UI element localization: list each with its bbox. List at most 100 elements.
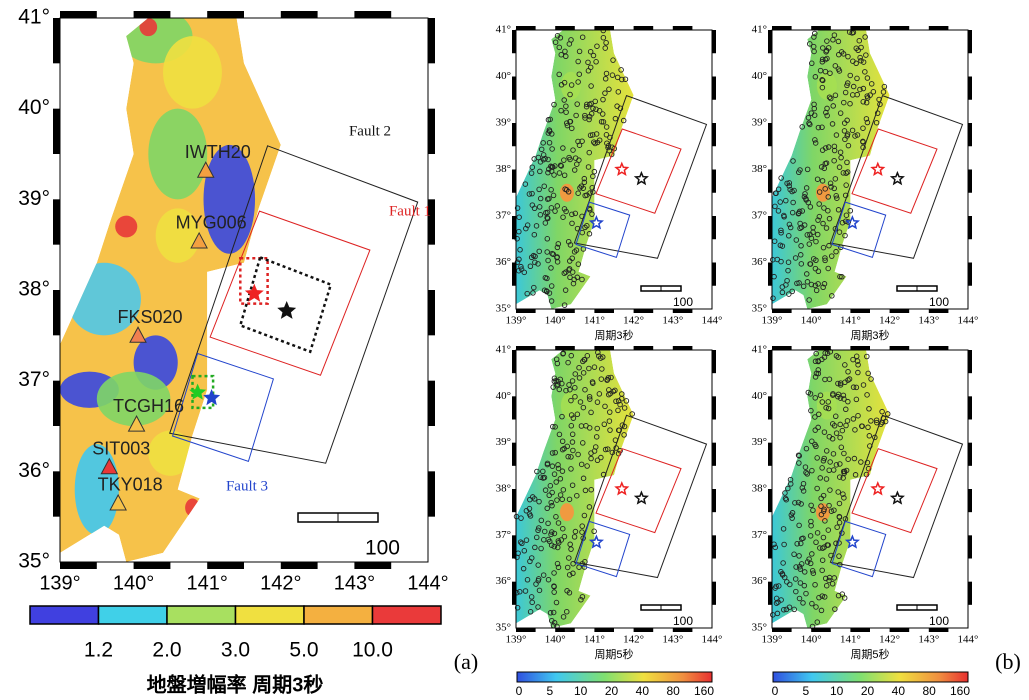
frame-bar: [811, 346, 831, 350]
frame-bar: [850, 26, 870, 30]
amplification-patch: [139, 18, 157, 36]
frame-bar: [428, 381, 435, 426]
colorbar-label: 5.0: [289, 639, 318, 662]
lon-label: 142°: [879, 315, 900, 327]
scale-label: 100: [365, 537, 400, 560]
lon-label: 142°: [260, 572, 301, 594]
land: [772, 30, 890, 309]
frame-bar: [772, 628, 792, 632]
frame-bar: [512, 350, 516, 373]
lat-label: 35°: [496, 303, 511, 315]
lat-label: 41°: [18, 6, 50, 29]
lon-label: 139°: [39, 572, 80, 594]
colorbar-segment: [30, 606, 99, 624]
frame-bar: [60, 562, 97, 569]
lat-label: 38°: [496, 483, 511, 495]
frame-bar: [768, 263, 772, 286]
map-panel: 35°36°37°38°39°40°41°139°140°141°142°143…: [496, 24, 723, 342]
lat-label: 35°: [496, 622, 511, 634]
frame-bar: [555, 628, 575, 632]
frame-bar: [768, 77, 772, 100]
frame-bar: [712, 489, 716, 512]
colorbar-label: 10: [830, 684, 844, 698]
amplification-patch: [560, 503, 574, 521]
station-label: FKS020: [117, 307, 182, 327]
epicenter-star: [616, 164, 627, 175]
frame-bar: [512, 396, 516, 419]
lon-label: 139°: [506, 634, 527, 646]
frame-bar: [53, 471, 60, 516]
frame-bar: [634, 346, 654, 350]
map-subtitle: 周期3秒: [850, 328, 889, 342]
lat-label: 41°: [752, 344, 767, 356]
colorbar-label: 80: [922, 684, 936, 698]
scale-label: 100: [929, 295, 949, 309]
epicenter-star: [892, 173, 903, 184]
map-subtitle: 周期5秒: [594, 647, 633, 661]
frame-bar: [712, 582, 716, 605]
frame-bar: [968, 396, 972, 419]
frame-bar: [768, 396, 772, 419]
frame-bar: [712, 535, 716, 558]
frame-bar: [512, 216, 516, 239]
frame-bar: [428, 290, 435, 335]
lon-label: 139°: [762, 634, 783, 646]
lon-label: 141°: [840, 315, 861, 327]
map-subtitle: 周期5秒: [850, 647, 889, 661]
lon-label: 141°: [840, 634, 861, 646]
lat-label: 35°: [752, 303, 767, 315]
colorbar-segment: [236, 606, 305, 624]
frame-bar: [712, 350, 716, 373]
frame-bar: [968, 350, 972, 373]
frame-bar: [968, 30, 972, 53]
lat-label: 39°: [18, 187, 50, 210]
frame-bar: [968, 443, 972, 466]
lon-label: 144°: [407, 572, 448, 594]
frame-bar: [60, 11, 97, 18]
frame-bar: [768, 443, 772, 466]
colorbar-label: 2.0: [152, 639, 181, 662]
frame-bar: [673, 628, 693, 632]
colorbar-label: 160: [694, 684, 714, 698]
lon-label: 143°: [662, 634, 683, 646]
frame-bar: [594, 309, 614, 313]
frame-bar: [594, 26, 614, 30]
lon-label: 143°: [662, 315, 683, 327]
map-subtitle: 周期3秒: [594, 328, 633, 342]
lon-label: 140°: [801, 315, 822, 327]
frame-bar: [968, 170, 972, 193]
lon-label: 144°: [702, 315, 723, 327]
epicenter-star: [872, 483, 883, 494]
frame-bar: [516, 26, 536, 30]
colorbar: [517, 672, 712, 682]
frame-bar: [850, 346, 870, 350]
epicenter-star: [247, 286, 262, 301]
frame-bar: [772, 309, 792, 313]
lat-label: 37°: [752, 529, 767, 541]
frame-bar: [428, 471, 435, 516]
lon-label: 143°: [334, 572, 375, 594]
lon-label: 144°: [702, 634, 723, 646]
frame-bar: [811, 26, 831, 30]
frame-bar: [768, 582, 772, 605]
frame-bar: [555, 309, 575, 313]
frame-bar: [712, 170, 716, 193]
frame-bar: [673, 309, 693, 313]
colorbar: [773, 672, 968, 682]
colorbar-label: 0: [516, 684, 523, 698]
frame-bar: [712, 443, 716, 466]
panel-label: (a): [454, 649, 478, 674]
colorbar-label: 40: [892, 684, 906, 698]
frame-bar: [768, 489, 772, 512]
frame-bar: [512, 489, 516, 512]
lat-label: 40°: [18, 96, 50, 119]
frame-bar: [768, 30, 772, 53]
colorbar-label: 40: [636, 684, 650, 698]
frame-bar: [712, 216, 716, 239]
lat-label: 38°: [752, 483, 767, 495]
lon-label: 139°: [762, 315, 783, 327]
frame-bar: [512, 263, 516, 286]
frame-bar: [968, 123, 972, 146]
map-panel: 35°36°37°38°39°40°41°139°140°141°142°143…: [752, 344, 979, 661]
amplification-patch: [148, 431, 192, 476]
